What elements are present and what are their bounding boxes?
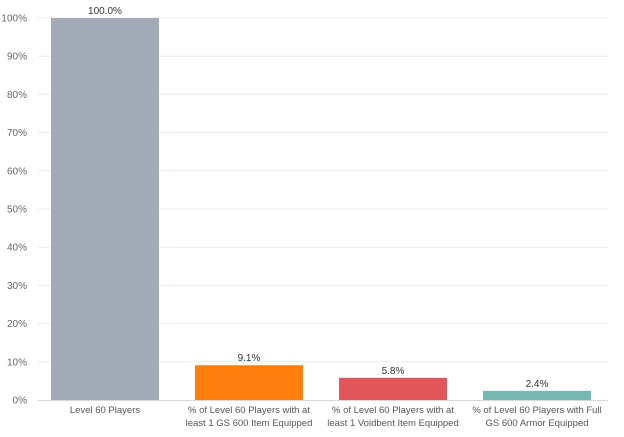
data-label: 2.4% — [526, 379, 549, 390]
bar[interactable] — [483, 390, 591, 400]
x-tick-label: GS 600 Armor Equipped — [486, 418, 589, 429]
y-tick-label: 0% — [13, 396, 28, 407]
y-tick-label: 10% — [7, 357, 27, 368]
y-tick-label: 70% — [7, 128, 27, 139]
y-tick-label: 60% — [7, 166, 27, 177]
x-tick-label: % of Level 60 Players with Full — [472, 405, 601, 416]
y-tick-label: 50% — [7, 205, 27, 216]
bar[interactable] — [195, 365, 303, 400]
x-tick-label: Level 60 Players — [70, 405, 140, 416]
bars — [51, 18, 591, 400]
y-tick-label: 80% — [7, 90, 27, 101]
x-axis-ticks: Level 60 Players % of Level 60 Players wi… — [70, 405, 602, 429]
data-label: 100.0% — [88, 6, 122, 17]
data-label: 9.1% — [238, 353, 261, 364]
bar[interactable] — [339, 377, 447, 400]
x-tick-label: least 1 GS 600 Item Equipped — [186, 418, 313, 429]
bar[interactable] — [51, 18, 159, 400]
y-tick-label: 90% — [7, 52, 27, 63]
y-tick-label: 30% — [7, 281, 27, 292]
y-tick-label: 40% — [7, 243, 27, 254]
y-tick-label: 20% — [7, 319, 27, 330]
data-labels: 100.0% 9.1% 5.8% 2.4% — [88, 6, 548, 390]
x-tick-label: % of Level 60 Players with at — [332, 405, 454, 416]
y-tick-label: 100% — [1, 14, 27, 25]
y-axis-ticks: 0% 10% 20% 30% 40% 50% 60% 70% 80% 90% 100% — [1, 14, 27, 407]
x-tick-label: % of Level 60 Players with at — [188, 405, 310, 416]
data-label: 5.8% — [382, 366, 405, 377]
x-tick-label: least 1 Voidbent Item Equipped — [327, 418, 459, 429]
